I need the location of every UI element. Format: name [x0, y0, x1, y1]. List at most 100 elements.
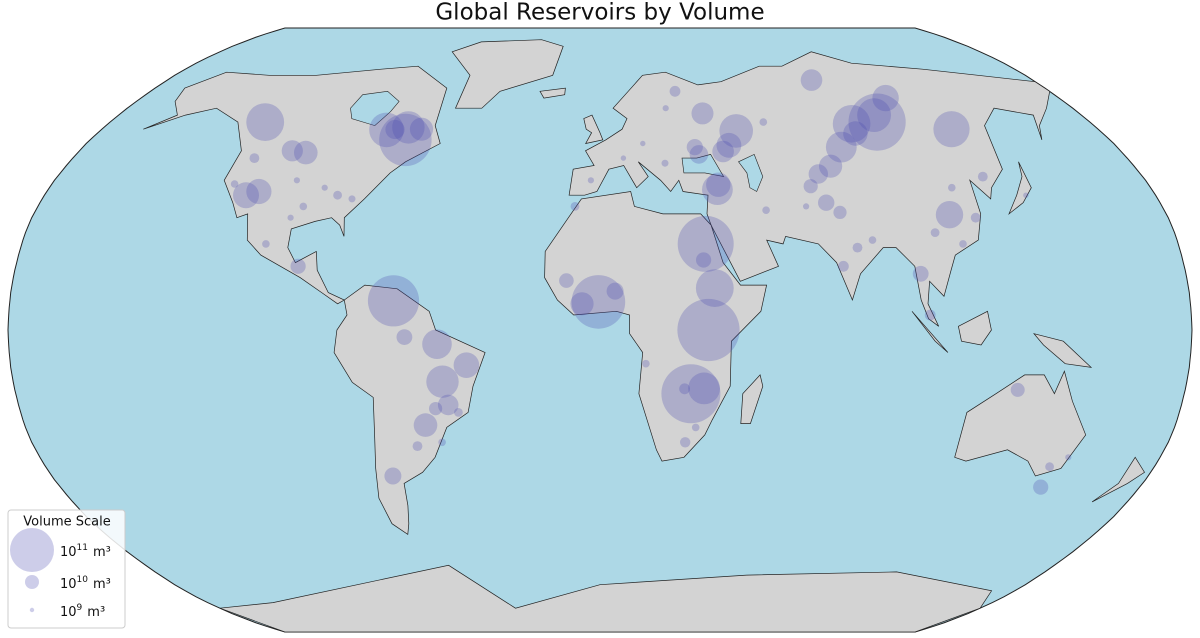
reservoir [438, 438, 446, 447]
legend-base: 10 [60, 545, 77, 560]
reservoir [948, 183, 956, 192]
legend-base: 10 [60, 577, 77, 592]
landmass [143, 65, 448, 305]
reservoir [413, 413, 438, 437]
landmass [219, 564, 993, 633]
reservoir [453, 352, 480, 379]
reservoir [935, 201, 964, 229]
inland-water [681, 154, 725, 178]
reservoir [689, 145, 709, 164]
landmass [583, 114, 604, 144]
reservoir [570, 292, 594, 316]
reservoir [409, 117, 434, 141]
reservoir [233, 182, 259, 209]
reservoir [669, 85, 681, 97]
reservoir [818, 194, 835, 211]
legend-label: 109 m³ [60, 603, 105, 620]
legend-unit: m³ [93, 545, 111, 560]
reservoir [679, 383, 690, 395]
reservoir [808, 164, 828, 184]
reservoir [333, 190, 342, 200]
reservoir [281, 140, 303, 162]
reservoir [933, 111, 970, 148]
reservoir [970, 212, 981, 223]
reservoir [571, 275, 626, 329]
reservoir [249, 153, 260, 164]
reservoir [642, 359, 650, 368]
reservoir [706, 172, 731, 197]
reservoir [677, 215, 734, 272]
reservoir [688, 372, 720, 405]
reservoir [299, 202, 308, 211]
reservoir [833, 205, 847, 219]
reservoir [262, 240, 270, 248]
reservoir [392, 111, 425, 144]
legend-swatch [29, 607, 35, 613]
reservoir [803, 179, 818, 194]
reservoir [246, 178, 272, 205]
legend-exponent: 11 [77, 543, 88, 553]
ocean [7, 27, 1193, 633]
landmass [451, 39, 564, 109]
reservoir [661, 364, 721, 424]
reservoir [246, 103, 285, 141]
reservoir [691, 102, 714, 125]
reservoir [843, 121, 868, 146]
landmass [911, 311, 949, 353]
reservoir [321, 184, 328, 191]
reservoir [640, 140, 646, 147]
reservoir [606, 282, 624, 300]
reservoir-layer [230, 69, 1072, 495]
reservoir [680, 437, 691, 448]
reservoir [293, 177, 300, 184]
reservoir [762, 206, 770, 214]
reservoir [1010, 382, 1025, 397]
reservoir [912, 265, 929, 282]
reservoir [379, 113, 432, 167]
reservoir [290, 258, 306, 274]
reservoir [695, 269, 734, 307]
reservoir [348, 195, 356, 203]
reservoir [587, 177, 595, 184]
legend-exponent: 10 [77, 575, 89, 585]
reservoir [396, 329, 413, 345]
legend-box [7, 509, 126, 629]
reservoir [1065, 454, 1072, 461]
reservoir [1045, 462, 1054, 472]
reservoir [570, 202, 580, 211]
reservoir [696, 252, 712, 268]
reservoir [412, 441, 423, 451]
reservoir [686, 139, 703, 156]
inland-water [738, 153, 764, 192]
landmass [333, 284, 486, 536]
reservoir [852, 242, 863, 253]
reservoir [287, 214, 294, 221]
inland-water [350, 90, 400, 126]
reservoir [803, 203, 810, 210]
legend-unit: m³ [93, 577, 111, 592]
reservoir [367, 275, 420, 327]
reservoir [959, 240, 967, 248]
reservoir [437, 394, 459, 416]
legend-title: Volume Scale [23, 515, 110, 530]
reservoir [1033, 479, 1049, 495]
landmass [740, 374, 764, 424]
reservoir [848, 93, 906, 151]
reservoir [1023, 192, 1029, 198]
landmass [1033, 333, 1093, 368]
reservoir [559, 273, 574, 288]
reservoir [677, 298, 740, 362]
legend-swatch [10, 528, 54, 572]
reservoir [716, 132, 742, 158]
reservoir [800, 69, 823, 91]
reservoir [825, 131, 857, 163]
reservoir [369, 112, 404, 148]
landmass [539, 87, 566, 99]
legend-label: 1011 m³ [60, 543, 111, 560]
reservoir [230, 180, 239, 188]
reservoir [872, 84, 899, 112]
reservoir [924, 309, 936, 321]
landmass [568, 51, 1051, 327]
